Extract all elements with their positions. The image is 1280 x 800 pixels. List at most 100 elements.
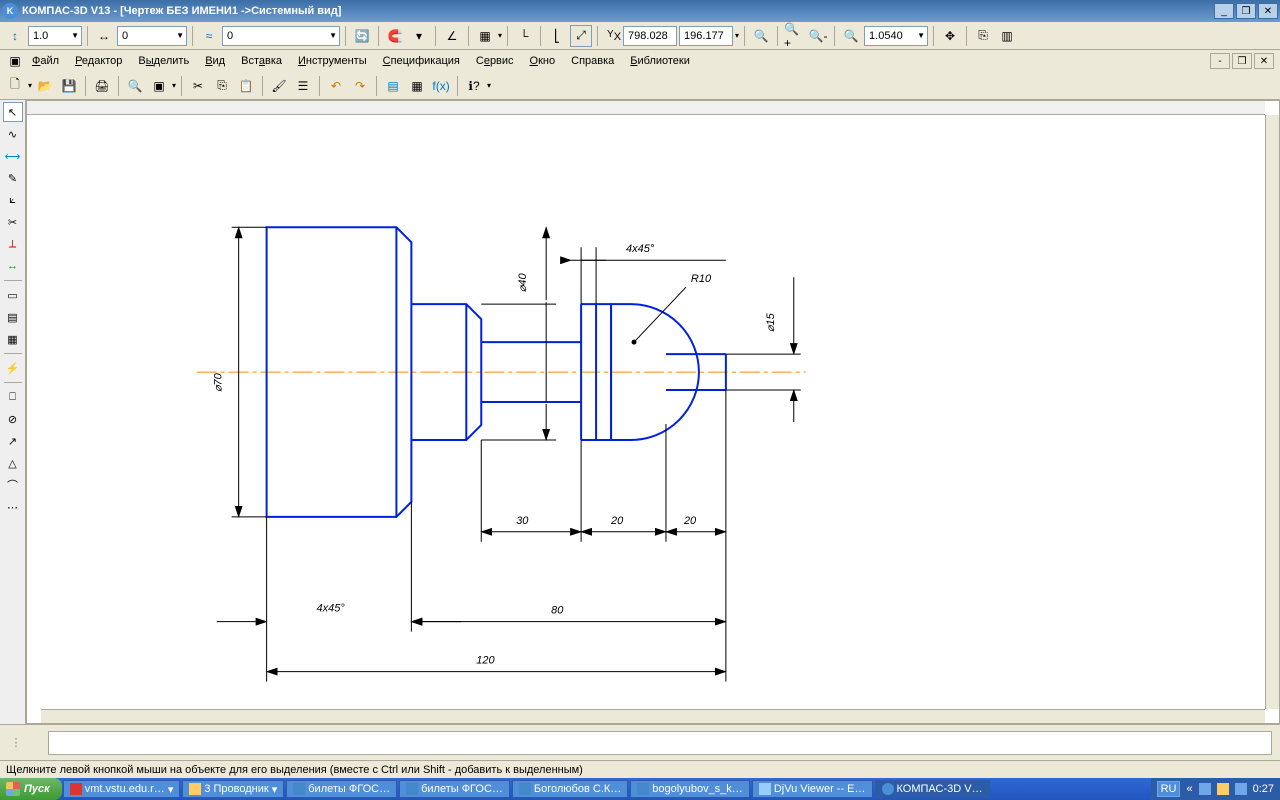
scale-combo[interactable]: 1.0▼ (28, 26, 82, 46)
coord-x-input[interactable] (623, 26, 677, 46)
tray-expand-icon[interactable]: « (1186, 783, 1192, 795)
menu-select[interactable]: Выделить (130, 53, 197, 69)
magnet-icon[interactable]: 🧲 (384, 25, 406, 47)
coord-y-input[interactable] (679, 26, 733, 46)
task-item-7[interactable]: КОМПАС-3D V… (875, 780, 990, 798)
select-tool[interactable]: ▭ (3, 285, 23, 305)
menu-file[interactable]: Файл (24, 53, 67, 69)
curve-tool[interactable]: ⌒ (3, 475, 23, 495)
zoom-fit-icon[interactable]: 🔍 (750, 25, 772, 47)
refresh-icon[interactable]: 🔄 (351, 25, 373, 47)
angle-icon[interactable]: ∠ (441, 25, 463, 47)
copyprops-icon[interactable]: 🖌 (268, 75, 290, 97)
paste-icon[interactable]: 📋 (235, 75, 257, 97)
tree-icon[interactable]: ▦ (406, 75, 428, 97)
drawing-canvas[interactable]: R10 4x45° ⌀40 (27, 115, 1265, 709)
copy-icon[interactable]: ⎘ (211, 75, 233, 97)
edit-tool[interactable]: ✂ (3, 212, 23, 232)
dim-tool[interactable]: ⟷ (3, 146, 23, 166)
task-item-0[interactable]: vmt.vstu.edu.r…▾ (63, 780, 181, 798)
task-item-1[interactable]: 3 Проводник▾ (182, 780, 284, 798)
tray-icon-2[interactable] (1217, 783, 1229, 795)
mdi-min-button[interactable]: - (1210, 53, 1230, 69)
task-item-5[interactable]: bogolyubov_s_k… (630, 780, 750, 798)
linestyle-combo[interactable]: 0▼ (222, 26, 340, 46)
titlebar: K КОМПАС-3D V13 - [Чертеж БЕЗ ИМЕНИ1 ->С… (0, 0, 1280, 22)
menu-libs[interactable]: Библиотеки (622, 53, 698, 69)
zoom-out-icon[interactable]: 🔍- (807, 25, 829, 47)
start-button[interactable]: Пуск (0, 778, 62, 800)
measure-tool[interactable]: ↔ (3, 256, 23, 276)
redo-icon[interactable]: ↷ (349, 75, 371, 97)
task-item-3[interactable]: билеты ФГОС… (399, 780, 510, 798)
task-item-2[interactable]: билеты ФГОС… (286, 780, 397, 798)
save-icon[interactable]: 💾 (58, 75, 80, 97)
layers-icon[interactable]: ▥ (996, 25, 1018, 47)
task-item-6[interactable]: DjVu Viewer -- Е… (752, 780, 873, 798)
rebuild-icon[interactable]: ⎘ (972, 25, 994, 47)
print-icon[interactable]: 🖨 (91, 75, 113, 97)
grid-step-icon[interactable]: ↕ (4, 25, 26, 47)
menu-help[interactable]: Справка (563, 53, 622, 69)
new-icon[interactable]: 🗋 (4, 75, 26, 97)
break-tool[interactable]: ⊘ (3, 409, 23, 429)
preview-icon[interactable]: 🔍 (124, 75, 146, 97)
zoom-combo[interactable]: 1.0540▼ (864, 26, 928, 46)
mdi-restore-button[interactable]: ❐ (1232, 53, 1252, 69)
tray-icon-1[interactable] (1199, 783, 1211, 795)
mdi-close-button[interactable]: ✕ (1254, 53, 1274, 69)
assoc-tool[interactable]: ⚡ (3, 358, 23, 378)
vars-icon[interactable]: f(x) (430, 75, 452, 97)
properties-icon[interactable]: ☰ (292, 75, 314, 97)
scrollbar-h[interactable] (41, 709, 1265, 723)
scrollbar-v[interactable] (1265, 115, 1279, 709)
local-icon[interactable]: ⎣ (546, 25, 568, 47)
zoom-in-icon[interactable]: 🔍+ (783, 25, 805, 47)
clock[interactable]: 0:27 (1253, 783, 1274, 795)
app-menu-icon[interactable]: ▣ (6, 50, 24, 72)
maximize-button[interactable]: ❐ (1236, 3, 1256, 19)
pointer-tool[interactable]: ↖ (3, 102, 23, 122)
dim-d70: ⌀70 (213, 372, 225, 392)
spec-tool[interactable]: ▤ (3, 307, 23, 327)
close-button[interactable]: ✕ (1258, 3, 1278, 19)
menu-service[interactable]: Сервис (468, 53, 522, 69)
coords-icon[interactable]: ⤢ (570, 25, 592, 47)
manager-icon[interactable]: ▤ (382, 75, 404, 97)
proppanel-handle[interactable]: ⋮ (8, 733, 24, 753)
report-tool[interactable]: ▦ (3, 329, 23, 349)
geometry-tool[interactable]: ∿ (3, 124, 23, 144)
undo-icon[interactable]: ↶ (325, 75, 347, 97)
menu-tools[interactable]: Инструменты (290, 53, 375, 69)
minimize-button[interactable]: _ (1214, 3, 1234, 19)
param-tool[interactable]: ⟂ (3, 234, 23, 254)
help-icon[interactable]: ℹ? (463, 75, 485, 97)
step-icon[interactable]: ↔ (93, 25, 115, 47)
tray-icon-3[interactable] (1235, 783, 1247, 795)
cut-icon[interactable]: ✂ (187, 75, 209, 97)
menu-spec[interactable]: Спецификация (375, 53, 468, 69)
props-icon[interactable]: ▣ (148, 75, 170, 97)
task-item-4[interactable]: Боголюбов С.К… (512, 780, 628, 798)
ortho-icon[interactable]: └ (513, 25, 535, 47)
arrow-tool[interactable]: ↗ (3, 431, 23, 451)
menu-editor[interactable]: Редактор (67, 53, 130, 69)
menu-view[interactable]: Вид (197, 53, 233, 69)
text-tool[interactable]: ✎ (3, 168, 23, 188)
dim-ch2: 4x45° (317, 603, 346, 615)
view-tool[interactable]: ⎕ (3, 387, 23, 407)
spline-tool[interactable]: △ (3, 453, 23, 473)
zoom-window-icon[interactable]: 🔍 (840, 25, 862, 47)
symbol-tool[interactable]: ⟀ (3, 190, 23, 210)
pan-icon[interactable]: ✥ (939, 25, 961, 47)
lang-indicator[interactable]: RU (1157, 781, 1181, 797)
misc-tool[interactable]: ⋯ (3, 497, 23, 517)
property-content[interactable] (48, 731, 1272, 755)
linestyle-icon[interactable]: ≈ (198, 25, 220, 47)
open-icon[interactable]: 📂 (34, 75, 56, 97)
grid-icon[interactable]: ▦ (474, 25, 496, 47)
menu-window[interactable]: Окно (522, 53, 564, 69)
menu-insert[interactable]: Вставка (233, 53, 290, 69)
step-combo[interactable]: 0▼ (117, 26, 187, 46)
snap-icon[interactable]: ▾ (408, 25, 430, 47)
